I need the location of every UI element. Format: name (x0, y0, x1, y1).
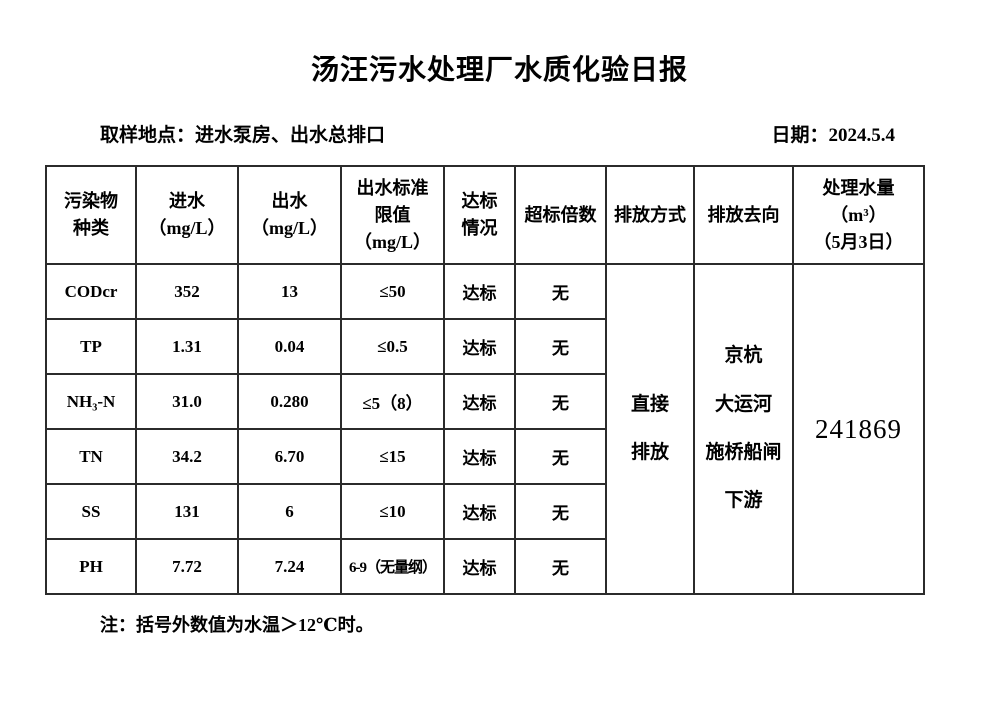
table-header: 污染物 种类 进水 （mg/L） 出水 （mg/L） 出水标准 限值 （mg/L… (45, 165, 925, 265)
influent-value: 352 (135, 263, 239, 320)
report-meta: 取样地点：进水泵房、出水总排口 日期：2024.5.4 (100, 120, 895, 147)
pollutant-name: SS (45, 483, 137, 540)
table-row-codcr: CODcr 352 13 ≤50 达标 无 直接 排放 京杭 大运河 施桥船闸 … (45, 263, 925, 595)
status-value: 达标 (443, 538, 516, 595)
pollutant-name: NH₃-N (45, 373, 137, 430)
status-value: 达标 (443, 318, 516, 375)
footnote: 注：括号外数值为水温＞12℃时。 (100, 615, 374, 635)
table-body: CODcr 352 13 ≤50 达标 无 直接 排放 京杭 大运河 施桥船闸 … (45, 263, 925, 595)
discharge-mode-cell: 直接 排放 (605, 263, 695, 595)
influent-value: 7.72 (135, 538, 239, 595)
limit-value: 6-9（无量纲） (340, 538, 445, 595)
status-value: 达标 (443, 373, 516, 430)
effluent-value: 0.04 (237, 318, 342, 375)
effluent-value: 6.70 (237, 428, 342, 485)
effluent-value: 13 (237, 263, 342, 320)
table-container: 污染物 种类 进水 （mg/L） 出水 （mg/L） 出水标准 限值 （mg/L… (45, 165, 999, 595)
header-row: 污染物 种类 进水 （mg/L） 出水 （mg/L） 出水标准 限值 （mg/L… (45, 165, 925, 265)
status-value: 达标 (443, 483, 516, 540)
table-row-tn: TN 34.2 6.70 ≤15 达标 无 (45, 428, 924, 485)
status-value: 达标 (443, 263, 516, 320)
exceedance-value: 无 (514, 428, 607, 485)
col-header-pollutant-type: 污染物 种类 (45, 165, 137, 265)
pollutant-name: TN (45, 428, 137, 485)
influent-value: 31.0 (135, 373, 239, 430)
effluent-value: 0.280 (237, 373, 342, 430)
col-header-influent: 进水 （mg/L） (135, 165, 239, 265)
limit-value: ≤10 (340, 483, 445, 540)
table-row-ss: SS 131 6 ≤10 达标 无 (45, 483, 924, 540)
exceedance-value: 无 (514, 483, 607, 540)
col-header-discharge-destination: 排放去向 (693, 165, 794, 265)
limit-value: ≤5（8） (340, 373, 445, 430)
exceedance-value: 无 (514, 373, 607, 430)
pollutant-name: CODcr (45, 263, 137, 320)
exceedance-value: 无 (514, 538, 607, 595)
table-row-ph: PH 7.72 7.24 6-9（无量纲） 达标 无 (45, 538, 924, 595)
pollutant-name: TP (45, 318, 137, 375)
limit-value: ≤15 (340, 428, 445, 485)
treated-volume-cell: 241869 (792, 263, 925, 595)
col-header-exceedance-multiple: 超标倍数 (514, 165, 607, 265)
table-row-tp: TP 1.31 0.04 ≤0.5 达标 无 (45, 318, 924, 375)
status-value: 达标 (443, 428, 516, 485)
exceedance-value: 无 (514, 318, 607, 375)
col-header-effluent-standard-limit: 出水标准 限值 （mg/L） (340, 165, 445, 265)
discharge-destination-cell: 京杭 大运河 施桥船闸 下游 (693, 263, 794, 595)
water-quality-table: 污染物 种类 进水 （mg/L） 出水 （mg/L） 出水标准 限值 （mg/L… (45, 165, 925, 595)
limit-value: ≤0.5 (340, 318, 445, 375)
sampling-point-label: 取样地点：进水泵房、出水总排口 (100, 125, 386, 146)
influent-value: 34.2 (135, 428, 239, 485)
pollutant-name: PH (45, 538, 137, 595)
effluent-value: 6 (237, 483, 342, 540)
col-header-discharge-mode: 排放方式 (605, 165, 695, 265)
table-row-nh3n: NH₃-N 31.0 0.280 ≤5（8） 达标 无 (45, 373, 924, 430)
exceedance-value: 无 (514, 263, 607, 320)
col-header-compliance-status: 达标 情况 (443, 165, 516, 265)
report-date-label: 日期：2024.5.4 (771, 125, 895, 146)
col-header-treated-volume: 处理水量 （m³） （5月3日） (792, 165, 925, 265)
influent-value: 131 (135, 483, 239, 540)
col-header-effluent: 出水 （mg/L） (237, 165, 342, 265)
influent-value: 1.31 (135, 318, 239, 375)
limit-value: ≤50 (340, 263, 445, 320)
effluent-value: 7.24 (237, 538, 342, 595)
page-title: 汤汪污水处理厂水质化验日报 (310, 55, 688, 86)
